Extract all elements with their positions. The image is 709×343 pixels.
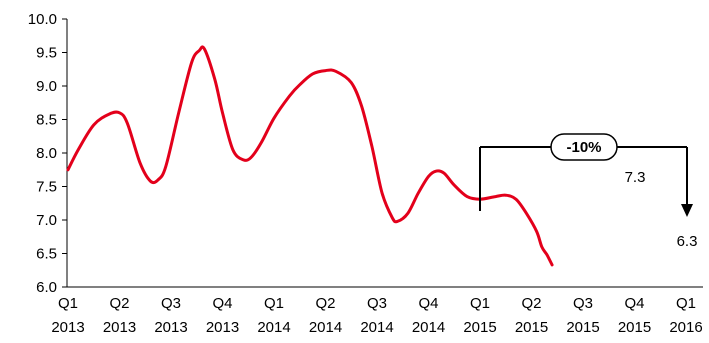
y-tick-label: 10.0: [28, 11, 57, 28]
x-tick-label: Q1 2015: [463, 295, 496, 336]
x-tick-label: Q1 2013: [51, 295, 84, 336]
x-tick-year: 2013: [206, 319, 239, 336]
x-tick-quarter: Q2: [109, 295, 129, 312]
start-value-label: 7.3: [625, 169, 646, 186]
x-tick-label: Q3 2014: [360, 295, 393, 336]
x-tick-quarter: Q1: [264, 295, 284, 312]
x-tick-label: Q2 2013: [103, 295, 136, 336]
bracket-arrowhead: [681, 204, 693, 217]
series-line: [66, 45, 554, 267]
x-tick-year: 2014: [360, 319, 393, 336]
x-tick-label: Q1 2016: [669, 295, 702, 336]
x-tick-year: 2014: [309, 319, 342, 336]
x-tick-label: Q2 2014: [309, 295, 342, 336]
x-tick-year: 2015: [566, 319, 599, 336]
x-tick-year: 2015: [515, 319, 548, 336]
series-layer: [66, 45, 554, 267]
y-tick-label: 6.0: [36, 279, 57, 296]
x-tick-year: 2013: [154, 319, 187, 336]
y-tick-label: 8.0: [36, 145, 57, 162]
x-tick-label: Q4 2015: [618, 295, 651, 336]
x-tick-quarter: Q1: [58, 295, 78, 312]
x-tick-quarter: Q2: [521, 295, 541, 312]
x-tick-year: 2015: [463, 319, 496, 336]
change-badge-label: -10%: [566, 139, 601, 156]
x-tick-year: 2014: [257, 319, 290, 336]
x-tick-year: 2015: [618, 319, 651, 336]
x-tick-quarter: Q3: [161, 295, 181, 312]
y-tick-label: 7.0: [36, 212, 57, 229]
x-tick-label: Q1 2014: [257, 295, 290, 336]
end-value-label: 6.3: [677, 233, 698, 250]
x-tick-year: 2014: [412, 319, 445, 336]
y-tick-label: 9.5: [36, 45, 57, 62]
y-tick-label: 8.5: [36, 112, 57, 129]
y-tick-label: 6.5: [36, 246, 57, 263]
x-tick-quarter: Q2: [315, 295, 335, 312]
x-tick-quarter: Q4: [624, 295, 644, 312]
y-tick-label: 7.5: [36, 179, 57, 196]
x-tick-year: 2013: [103, 319, 136, 336]
x-tick-year: 2013: [51, 319, 84, 336]
x-tick-quarter: Q4: [418, 295, 438, 312]
x-tick-label: Q4 2013: [206, 295, 239, 336]
x-tick-quarter: Q4: [212, 295, 232, 312]
x-tick-quarter: Q1: [470, 295, 490, 312]
x-tick-quarter: Q3: [367, 295, 387, 312]
x-tick-year: 2016: [669, 319, 702, 336]
axes-layer: 6.0 6.5 7.0 7.5 8.0 8.5 9.0 9.5 10.0 Q1 2013 Q2 2013…: [28, 11, 703, 336]
x-tick-label: Q2 2015: [515, 295, 548, 336]
x-tick-quarter: Q3: [573, 295, 593, 312]
y-tick-label: 9.0: [36, 78, 57, 95]
x-tick-label: Q3 2015: [566, 295, 599, 336]
x-tick-label: Q4 2014: [412, 295, 445, 336]
x-tick-quarter: Q1: [676, 295, 696, 312]
annotation-layer: -10% 7.3 6.3: [479, 133, 698, 250]
change-badge: [550, 133, 618, 161]
x-tick-label: Q3 2013: [154, 295, 187, 336]
